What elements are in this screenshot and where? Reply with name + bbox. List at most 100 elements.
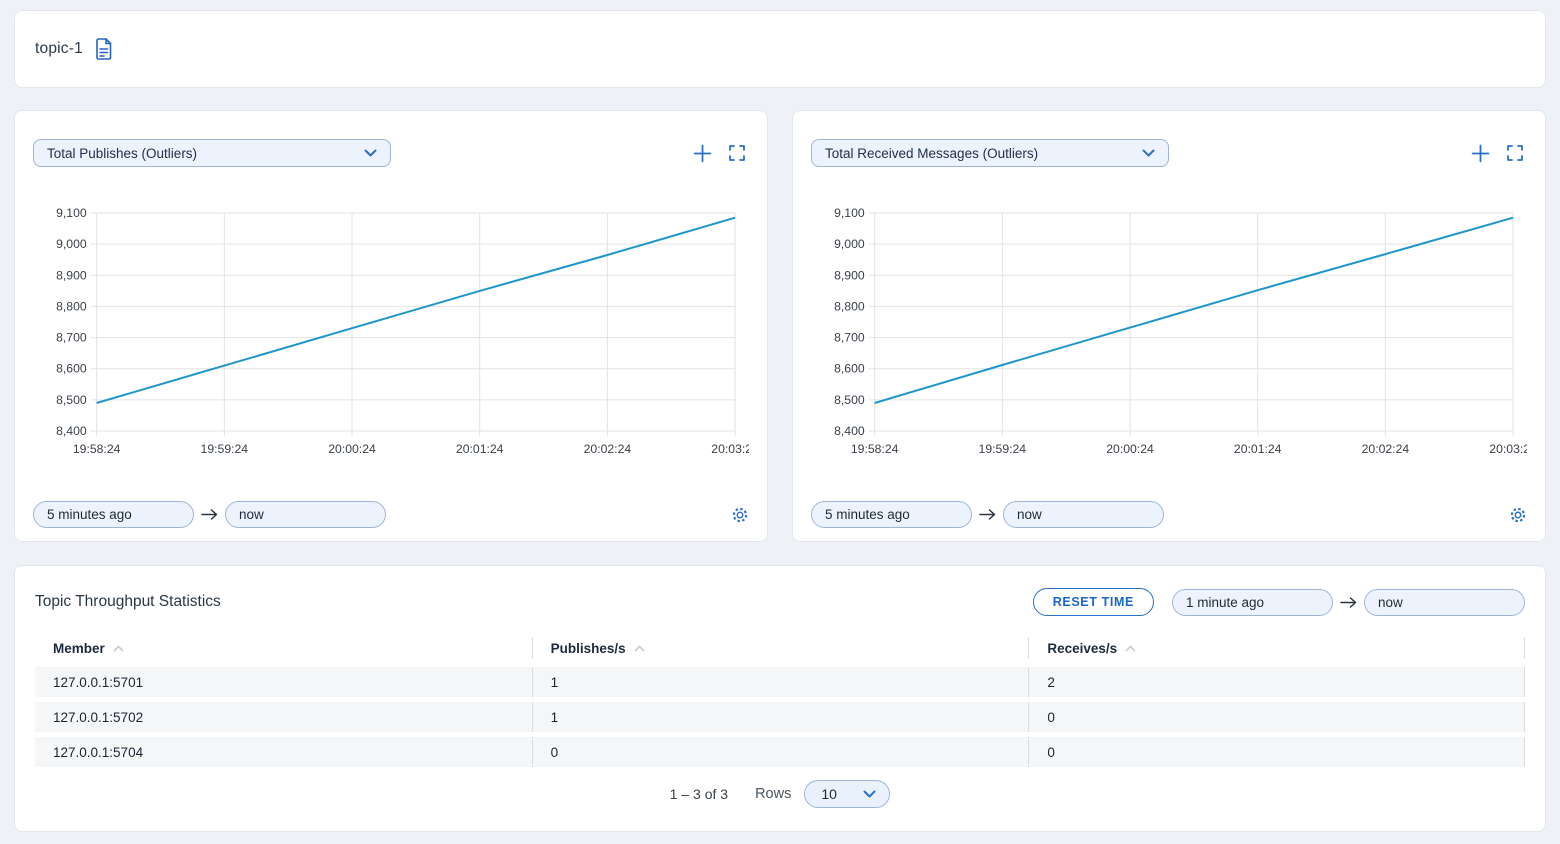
svg-text:9,100: 9,100 (834, 206, 865, 220)
chart-settings-button[interactable] (1509, 506, 1527, 524)
svg-text:20:00:24: 20:00:24 (328, 442, 376, 456)
table-cell: 127.0.0.1:5701 (53, 674, 144, 690)
column-header[interactable]: Receives/s (1028, 637, 1525, 659)
column-header[interactable]: Member (35, 637, 532, 659)
svg-text:19:58:24: 19:58:24 (73, 442, 121, 456)
page-range: 1 – 3 of 3 (669, 786, 729, 802)
svg-text:8,500: 8,500 (56, 393, 87, 407)
chevron-down-icon (863, 790, 876, 798)
gear-icon (732, 507, 748, 522)
table-cell: 1 (531, 667, 1029, 697)
svg-text:8,900: 8,900 (834, 268, 865, 282)
sort-caret-icon (113, 645, 124, 651)
svg-text:9,000: 9,000 (834, 237, 865, 251)
stats-time-to-input[interactable] (1364, 588, 1525, 616)
column-header[interactable]: Publishes/s (531, 637, 1029, 659)
plus-icon (693, 144, 712, 162)
plus-icon (1471, 144, 1490, 162)
table-cell: 127.0.0.1:5704 (53, 744, 144, 760)
svg-text:20:01:24: 20:01:24 (456, 442, 504, 456)
svg-text:20:01:24: 20:01:24 (1234, 442, 1282, 456)
topic-header-card: topic-1 (14, 10, 1546, 88)
publishes-chart-card: Total Publishes (Outliers) 8,400 8,500 8,6… (14, 110, 768, 542)
stats-table-body: 127.0.0.1:5701 1 2 127.0.0.1:5702 1 0 127.0.0.… (35, 667, 1525, 767)
svg-text:8,600: 8,600 (56, 362, 87, 376)
svg-text:8,500: 8,500 (834, 393, 865, 407)
arrow-right-icon (1340, 596, 1357, 609)
arrow-right-icon (201, 508, 218, 521)
fullscreen-icon (1507, 145, 1523, 161)
metric-select-value: Total Received Messages (Outliers) (825, 145, 1039, 161)
chevron-down-icon (1142, 149, 1155, 157)
column-header-label: Publishes/s (550, 640, 626, 656)
page-title: topic-1 (35, 40, 83, 57)
add-chart-button[interactable] (1471, 144, 1490, 163)
svg-text:19:58:24: 19:58:24 (851, 442, 899, 456)
stats-table: Member Publishes/s Receives/s 127.0.0.1:57… (35, 637, 1525, 767)
publishes-line-chart: 8,400 8,500 8,600 8,700 8,800 8,900 9,000 9,100… (56, 206, 749, 456)
fullscreen-button[interactable] (729, 145, 745, 161)
column-header-label: Member (53, 640, 105, 656)
svg-text:20:03:24: 20:03:24 (1489, 442, 1527, 456)
fullscreen-button[interactable] (1507, 145, 1523, 161)
add-chart-button[interactable] (693, 144, 712, 163)
time-from-input[interactable] (33, 501, 194, 528)
rows-per-page-value: 10 (821, 786, 837, 802)
stats-time-from-input[interactable] (1172, 588, 1333, 616)
svg-text:20:00:24: 20:00:24 (1106, 442, 1154, 456)
stats-table-header: Member Publishes/s Receives/s (35, 637, 1525, 659)
rows-per-page-select[interactable]: 10 (804, 780, 891, 808)
time-to-input[interactable] (1003, 501, 1164, 528)
sort-caret-icon (1125, 645, 1136, 651)
svg-text:8,400: 8,400 (834, 424, 865, 438)
document-icon[interactable] (94, 38, 113, 60)
stats-time-controls: RESET TIME (1032, 588, 1525, 616)
svg-text:8,900: 8,900 (56, 268, 87, 282)
arrow-right-icon (979, 508, 996, 521)
table-row[interactable]: 127.0.0.1:5704 0 0 (35, 737, 1525, 767)
received-chart-card: Total Received Messages (Outliers) 8,400… (792, 110, 1546, 542)
table-row[interactable]: 127.0.0.1:5702 1 0 (35, 702, 1525, 732)
svg-text:8,800: 8,800 (56, 299, 87, 313)
table-cell: 1 (531, 702, 1029, 732)
charts-row: Total Publishes (Outliers) 8,400 8,500 8,6… (14, 110, 1546, 542)
column-header-label: Receives/s (1047, 640, 1118, 656)
svg-text:8,800: 8,800 (834, 299, 865, 313)
metric-select[interactable]: Total Received Messages (Outliers) (811, 139, 1169, 167)
stats-title: Topic Throughput Statistics (35, 593, 221, 610)
time-to-input[interactable] (225, 501, 386, 528)
svg-text:8,600: 8,600 (834, 362, 865, 376)
svg-text:8,700: 8,700 (56, 331, 87, 345)
stats-head: Topic Throughput Statistics RESET TIME (35, 588, 1525, 616)
svg-text:8,700: 8,700 (834, 331, 865, 345)
table-cell: 2 (1028, 667, 1525, 697)
chart-head: Total Received Messages (Outliers) (811, 139, 1527, 167)
table-cell: 127.0.0.1:5702 (53, 709, 144, 725)
chevron-down-icon (364, 149, 377, 157)
fullscreen-icon (729, 145, 745, 161)
sort-caret-icon (634, 645, 645, 651)
chart-time-controls (33, 501, 749, 528)
chart-time-controls (811, 501, 1527, 528)
metric-select-value: Total Publishes (Outliers) (47, 145, 198, 161)
svg-text:9,000: 9,000 (56, 237, 87, 251)
svg-text:19:59:24: 19:59:24 (979, 442, 1027, 456)
rows-label: Rows (755, 786, 792, 802)
chart-head: Total Publishes (Outliers) (33, 139, 749, 167)
throughput-stats-card: Topic Throughput Statistics RESET TIME M… (14, 565, 1546, 832)
chart-settings-button[interactable] (731, 506, 749, 524)
pagination: 1 – 3 of 3 Rows 10 (35, 780, 1525, 808)
svg-text:20:02:24: 20:02:24 (1362, 442, 1410, 456)
table-cell: 0 (1028, 702, 1525, 732)
metric-select[interactable]: Total Publishes (Outliers) (33, 139, 391, 167)
received-line-chart: 8,400 8,500 8,600 8,700 8,800 8,900 9,000 9,100… (834, 206, 1527, 456)
table-cell: 0 (531, 737, 1029, 767)
svg-text:19:59:24: 19:59:24 (201, 442, 249, 456)
reset-time-button[interactable]: RESET TIME (1032, 588, 1154, 616)
gear-icon (1510, 507, 1526, 522)
table-row[interactable]: 127.0.0.1:5701 1 2 (35, 667, 1525, 697)
svg-text:8,400: 8,400 (56, 424, 87, 438)
svg-text:20:03:24: 20:03:24 (711, 442, 749, 456)
time-from-input[interactable] (811, 501, 972, 528)
